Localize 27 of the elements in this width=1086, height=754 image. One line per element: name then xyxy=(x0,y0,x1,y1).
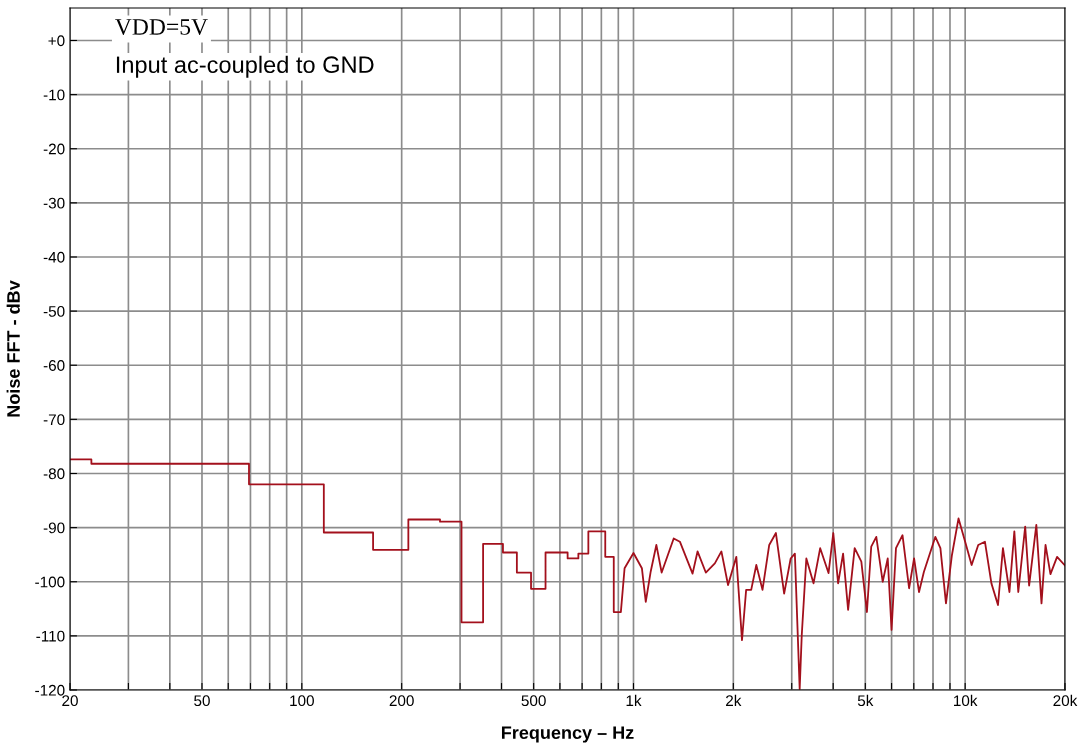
x-tick-label: 100 xyxy=(290,695,314,707)
y-tick-label: -70 xyxy=(43,414,65,426)
x-axis-title: Frequency – Hz xyxy=(501,726,634,743)
y-tick-label: -60 xyxy=(43,360,65,371)
y-tick-label: -80 xyxy=(43,468,65,480)
y-tick-label: -90 xyxy=(43,522,65,534)
x-tick-label: 200 xyxy=(389,695,414,707)
x-tick-label: 5k xyxy=(857,694,874,707)
x-tick-label: 10k xyxy=(954,694,978,707)
y-tick-label: -50 xyxy=(43,305,65,317)
y-tick-label: -30 xyxy=(43,197,65,209)
x-tick-label: 500 xyxy=(521,695,546,707)
x-tick-label: 2k xyxy=(726,694,742,706)
x-tick-label: 20 xyxy=(62,695,78,707)
y-axis-title: Noise FFT - dBv xyxy=(6,280,20,417)
x-tick-label: 20k xyxy=(1053,694,1078,707)
x-tick-label: 1k xyxy=(626,694,642,706)
y-tick-label: -100 xyxy=(35,576,65,588)
y-tick-label: +0 xyxy=(48,35,65,47)
annotation: VDD=5V xyxy=(115,19,208,35)
y-tick-label: -110 xyxy=(36,630,65,642)
y-tick-label: -120 xyxy=(35,684,65,696)
annotation: Input ac-coupled to GND xyxy=(116,55,374,78)
y-tick-label: -40 xyxy=(43,251,65,263)
y-tick-label: -20 xyxy=(43,143,65,155)
y-tick-label: -10 xyxy=(43,89,65,101)
x-tick-label: 50 xyxy=(194,695,210,707)
